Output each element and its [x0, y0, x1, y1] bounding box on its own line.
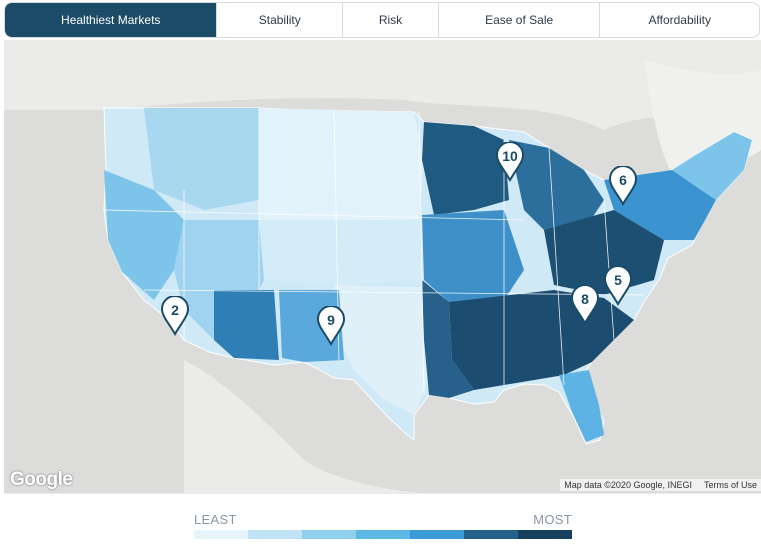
region-maine[interactable]: [672, 132, 752, 200]
map-canvas: [4, 40, 761, 493]
region-michigan[interactable]: [509, 140, 604, 230]
terms-of-use-link[interactable]: Terms of Use: [703, 480, 757, 490]
tab-risk[interactable]: Risk: [342, 3, 438, 37]
region-ohio-valley[interactable]: [544, 210, 664, 295]
map-data-credit: Map data ©2020 Google, INEGI: [564, 480, 692, 490]
rank-marker-label: 2: [171, 302, 179, 318]
rank-marker-label: 5: [614, 272, 622, 288]
color-legend: LEAST MOST: [194, 512, 572, 539]
legend-swatch-5: [410, 530, 464, 539]
legend-labels: LEAST MOST: [194, 512, 572, 527]
region-midwest[interactable]: [422, 210, 524, 302]
region-lower-mississippi[interactable]: [422, 280, 474, 398]
metric-tab-bar: Healthiest Markets Stability Risk Ease o…: [4, 2, 760, 38]
legend-least-label: LEAST: [194, 512, 237, 527]
tab-affordability[interactable]: Affordability: [599, 3, 759, 37]
rank-marker-5[interactable]: 5: [603, 266, 633, 306]
rank-marker-6[interactable]: 6: [608, 166, 638, 206]
rank-marker-label: 6: [619, 172, 627, 188]
legend-swatch-4: [356, 530, 410, 539]
region-northwest[interactable]: [144, 108, 259, 210]
region-arizona[interactable]: [214, 290, 279, 360]
rank-marker-2[interactable]: 2: [160, 296, 190, 336]
legend-swatch-3: [302, 530, 356, 539]
region-central-plains[interactable]: [259, 220, 422, 285]
legend-swatch-6: [464, 530, 518, 539]
region-florida[interactable]: [559, 370, 604, 442]
region-california-nevada[interactable]: [104, 170, 184, 300]
tab-healthiest-markets[interactable]: Healthiest Markets: [5, 3, 217, 37]
gulf-of-mexico: [434, 432, 604, 493]
legend-swatch-1: [194, 530, 248, 539]
rank-marker-10[interactable]: 10: [495, 142, 525, 182]
legend-swatch-7: [518, 530, 572, 539]
google-logo: Google: [10, 469, 73, 490]
region-upper-midwest[interactable]: [422, 122, 509, 215]
mexico-land: [184, 360, 424, 493]
rank-marker-label: 10: [502, 148, 518, 164]
rank-marker-9[interactable]: 9: [316, 306, 346, 346]
rank-marker-8[interactable]: 8: [570, 285, 600, 325]
rank-marker-label: 8: [581, 291, 589, 307]
region-northern-plains[interactable]: [259, 108, 424, 230]
tab-ease-of-sale[interactable]: Ease of Sale: [437, 3, 600, 37]
rank-marker-label: 9: [327, 312, 335, 328]
divider: [4, 493, 761, 494]
tab-stability[interactable]: Stability: [216, 3, 342, 37]
choropleth-map[interactable]: 2 9 10 6 5 8 Google Map data ©2020 Googl…: [4, 40, 761, 493]
legend-swatch-2: [248, 530, 302, 539]
region-texas[interactable]: [334, 285, 444, 415]
map-attribution: Map data ©2020 Google, INEGI Terms of Us…: [560, 479, 761, 491]
canada-land: [4, 40, 761, 130]
legend-most-label: MOST: [533, 512, 572, 527]
legend-color-scale: [194, 530, 572, 539]
